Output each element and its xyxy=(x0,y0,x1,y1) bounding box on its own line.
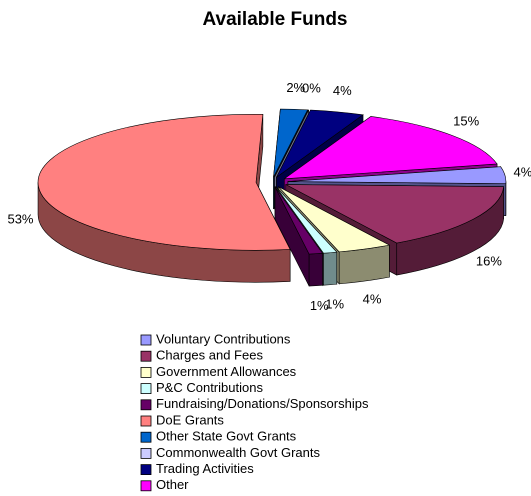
slice-top xyxy=(273,108,309,178)
legend-swatch xyxy=(140,464,152,476)
slice-top xyxy=(274,109,309,178)
legend-label: P&C Contributions xyxy=(156,380,263,395)
data-label: 53% xyxy=(7,211,33,226)
legend-swatch xyxy=(140,415,152,427)
data-label: 1% xyxy=(325,296,344,311)
legend-swatch xyxy=(140,334,152,346)
legend-swatch xyxy=(140,399,152,411)
pie xyxy=(37,108,507,287)
slice-top xyxy=(287,166,507,184)
legend-swatch xyxy=(140,383,152,395)
legend-swatch xyxy=(140,366,152,378)
legend-swatch xyxy=(140,480,152,492)
slice-top xyxy=(285,184,504,244)
legend-swatch xyxy=(140,350,152,362)
slice-top xyxy=(275,186,338,254)
legend-label: DoE Grants xyxy=(156,412,224,427)
data-label: 2% xyxy=(286,80,305,95)
data-label: 16% xyxy=(476,253,502,268)
data-label: 4% xyxy=(333,83,352,98)
slice-top xyxy=(283,116,498,180)
chart-title: Available Funds xyxy=(203,9,348,30)
data-label: 15% xyxy=(453,114,479,129)
legend-label: Other xyxy=(156,477,189,492)
legend-label: Voluntary Contributions xyxy=(156,331,291,346)
slice xyxy=(274,185,324,287)
slice xyxy=(37,114,291,283)
legend-label: Fundraising/Donations/Sponsorships xyxy=(156,396,369,411)
legend-label: Charges and Fees xyxy=(156,348,263,363)
slice-wall xyxy=(323,251,338,286)
data-label: 4% xyxy=(363,292,382,307)
data-label: 4% xyxy=(513,165,531,180)
slice-wall xyxy=(308,252,323,287)
slice-top xyxy=(276,109,364,178)
legend-swatch xyxy=(140,431,152,443)
legend-label: Government Allowances xyxy=(156,364,297,379)
legend-label: Trading Activities xyxy=(156,461,254,476)
data-label: 0% xyxy=(302,81,321,96)
slice-top xyxy=(274,186,324,255)
legend-label: Other State Govt Grants xyxy=(156,429,297,444)
legend-swatch xyxy=(140,447,152,459)
slice-top xyxy=(37,114,291,251)
legend-label: Commonwealth Govt Grants xyxy=(156,445,321,460)
data-label: 1% xyxy=(310,298,329,313)
slice-top xyxy=(278,186,391,253)
